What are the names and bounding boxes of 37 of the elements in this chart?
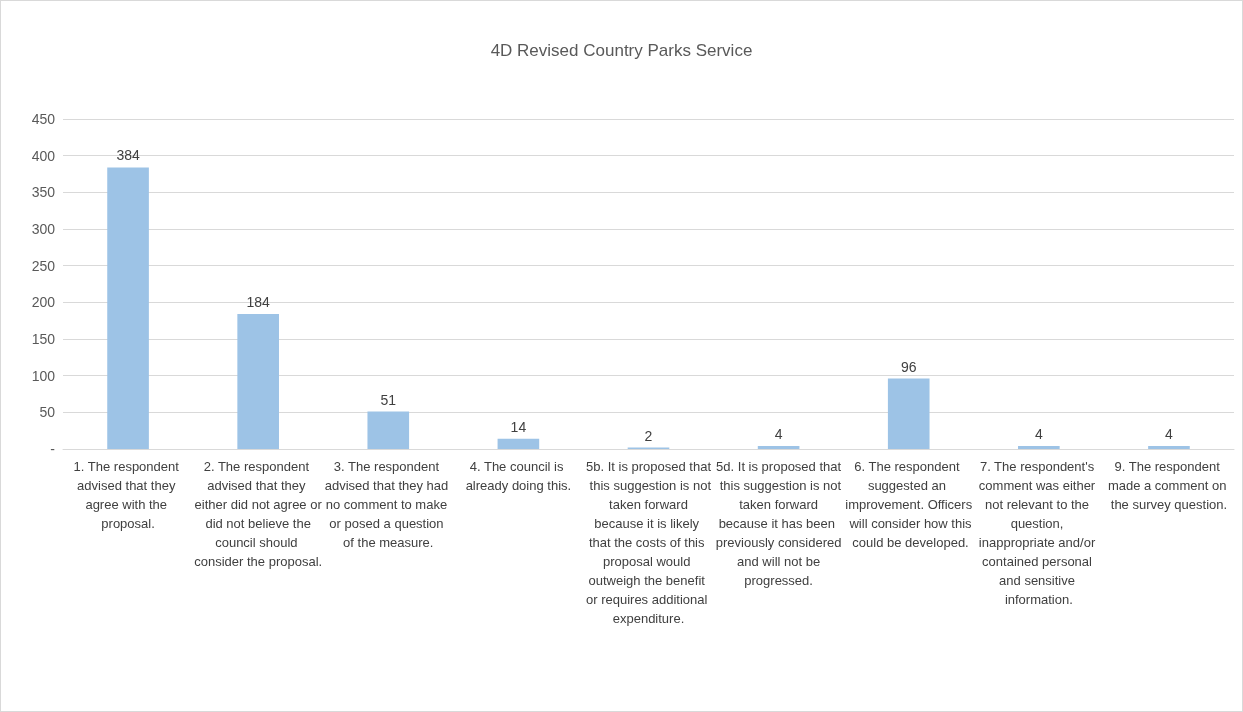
x-tick-label: 2. The respondent advised that they either did not agree or did not believe the council should consider the proposal.: [194, 459, 323, 569]
x-tick-label: 3. The respondent advised that they had no comment to make or posed a question of the measure.: [324, 459, 452, 550]
data-label: 96: [900, 358, 917, 375]
bar: [497, 438, 540, 449]
category-label: 5b. It is proposed that this suggestion is not taken forward because it is likely that the costs of this proposal would outweigh the benefit or requires additional expenditure.: [585, 459, 712, 626]
y-tick-label: 150: [31, 331, 56, 347]
y-tick-label: 400: [31, 147, 56, 164]
x-tick-label: 7. The respondent's comment was either not relevant to the question, inappropriate and/or contained personal and sensitive information.: [978, 459, 1099, 607]
y-tick-label: 350: [31, 184, 56, 201]
y-tick-label: 250: [31, 257, 56, 274]
x-tick-label: 4. The council is already doing this.: [465, 459, 572, 493]
y-tick-label: 450: [31, 111, 56, 127]
y-tick-label: 200: [31, 294, 56, 311]
bar: [1018, 446, 1060, 449]
y-tick-label: 100: [31, 367, 56, 384]
x-tick-label: 1. The respondent advised that they agree with the proposal.: [73, 459, 183, 531]
x-tick-label: 5d. It is proposed that this suggestion is not taken forward because it has been previously considered and will not be progressed.: [715, 459, 842, 588]
chart-title: 4D Revised Country Parks Service: [490, 41, 753, 60]
data-label: 4: [774, 426, 783, 443]
data-label: 51: [380, 391, 397, 408]
x-tick-label: 9. The respondent made a comment on the survey question.: [1107, 459, 1231, 512]
bar: [107, 167, 149, 449]
bar: [1148, 446, 1190, 449]
data-label: 384: [116, 147, 140, 164]
data-label: 14: [510, 418, 527, 435]
bar: [887, 378, 930, 449]
bar: [237, 314, 279, 449]
data-label: 4: [1034, 426, 1043, 443]
data-label: 2: [644, 427, 653, 444]
y-tick-label: 300: [31, 221, 56, 237]
y-tick-label: -: [50, 441, 56, 457]
bar: [367, 411, 410, 449]
y-tick-label: 50: [39, 404, 56, 421]
x-tick-label: 6. The respondent suggested an improvement. Officers will consider how this could be developed.: [845, 459, 973, 550]
bar: [757, 446, 800, 449]
data-label: 184: [246, 294, 271, 311]
data-label: 4: [1165, 426, 1174, 443]
